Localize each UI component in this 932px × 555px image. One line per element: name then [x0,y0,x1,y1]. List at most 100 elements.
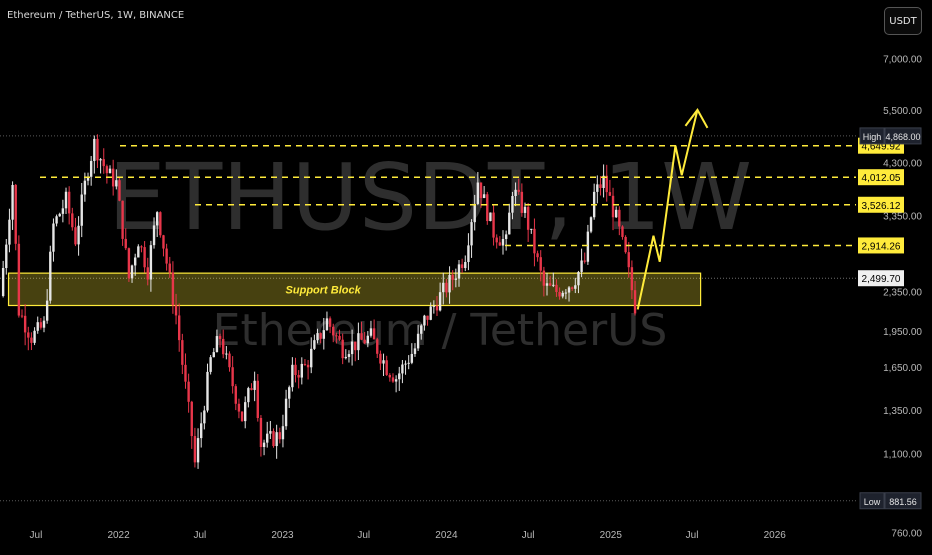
candle-body [451,274,454,280]
candle-body [545,283,549,286]
candle-body [303,363,307,365]
candle-body [30,337,33,343]
x-tick-label: Jul [30,530,43,541]
candle-body [1,267,5,297]
candle-body [347,354,351,357]
candle-body [382,360,385,364]
candle-body [215,336,219,353]
candle-body [426,315,429,320]
candle-body [266,433,269,443]
candle-body [184,364,187,382]
candle-body [542,270,546,286]
candle-body [492,212,495,238]
candle-body [64,191,68,209]
candle-body [410,353,414,363]
level-label: 4,649.92 [862,142,901,153]
candle-body [222,338,225,355]
y-tick-label: 1,100.00 [883,449,922,460]
candle-body [530,228,533,230]
candle-body [275,432,278,447]
candle-body [369,328,373,336]
candle-body [256,380,259,418]
candle-body [253,380,256,390]
candle-body [479,182,483,199]
candle-body [237,403,241,412]
support-block [7,272,702,307]
watermark-symbol: ETHUSDT, 1W [108,144,752,251]
candle-body [200,423,203,439]
candle-body [442,282,445,293]
candle-body [83,180,87,195]
candle-body [354,341,357,351]
candle-body [470,222,473,246]
candle-body [438,292,442,311]
x-tick-label: 2022 [107,530,130,541]
candle-body [482,194,486,199]
current-price-box [858,270,904,287]
candle-body [105,166,109,174]
candle-body [372,328,376,340]
candle-body [300,363,304,378]
candle-body [350,341,354,355]
candle-body [74,227,77,245]
candle-body [435,305,439,311]
candle-body [27,332,30,338]
candle-body [363,339,366,344]
candle-body [401,364,404,374]
candle-body [621,226,624,237]
candle-body [124,238,127,249]
candle-body [523,206,527,213]
candle-body [577,271,580,286]
candle-body [212,352,215,358]
candle-body [99,159,102,161]
candle-body [133,257,137,266]
candle-body [297,375,300,378]
candle-body [586,231,590,262]
candle-body [514,189,517,197]
candle-body [259,417,263,448]
y-tick-label: 760.00 [891,528,922,539]
candle-body [526,206,530,230]
candle-body [272,431,275,447]
candle-body [467,245,470,263]
candle-body [539,257,542,271]
candle-body [398,373,401,380]
candle-body [121,200,124,239]
candle-body [96,138,99,161]
candle-body [589,217,593,232]
current-price-label: 2,499.70 [862,274,901,285]
candle-body [42,320,46,328]
candle-body [536,253,539,258]
candle-body [168,263,171,273]
candle-body [608,192,612,196]
candle-body [473,203,476,223]
candle-body [281,426,285,440]
candle-body [476,182,480,204]
level-label-box [858,237,904,254]
currency-button[interactable]: USDT [884,7,922,35]
candle-body [67,191,71,214]
candle-body [413,348,417,354]
candle-body [341,339,344,359]
candle-body [407,362,410,364]
candle-body [93,138,96,161]
candle-body [33,330,36,343]
candle-body [49,251,52,301]
candle-body [501,238,505,246]
candle-body [504,234,508,239]
candle-body [388,374,392,378]
candle-body [8,219,11,245]
candle-body [489,212,492,222]
x-tick-label: 2023 [271,530,294,541]
candle-body [58,213,61,217]
candle-body [548,283,552,286]
x-tick-label: 2025 [600,530,623,541]
x-tick-label: Jul [522,530,535,541]
candle-body [614,209,618,218]
candle-body [218,336,222,339]
low-tag: Low [864,497,881,507]
projection-arrowhead [684,108,709,129]
candle-body [432,305,436,307]
